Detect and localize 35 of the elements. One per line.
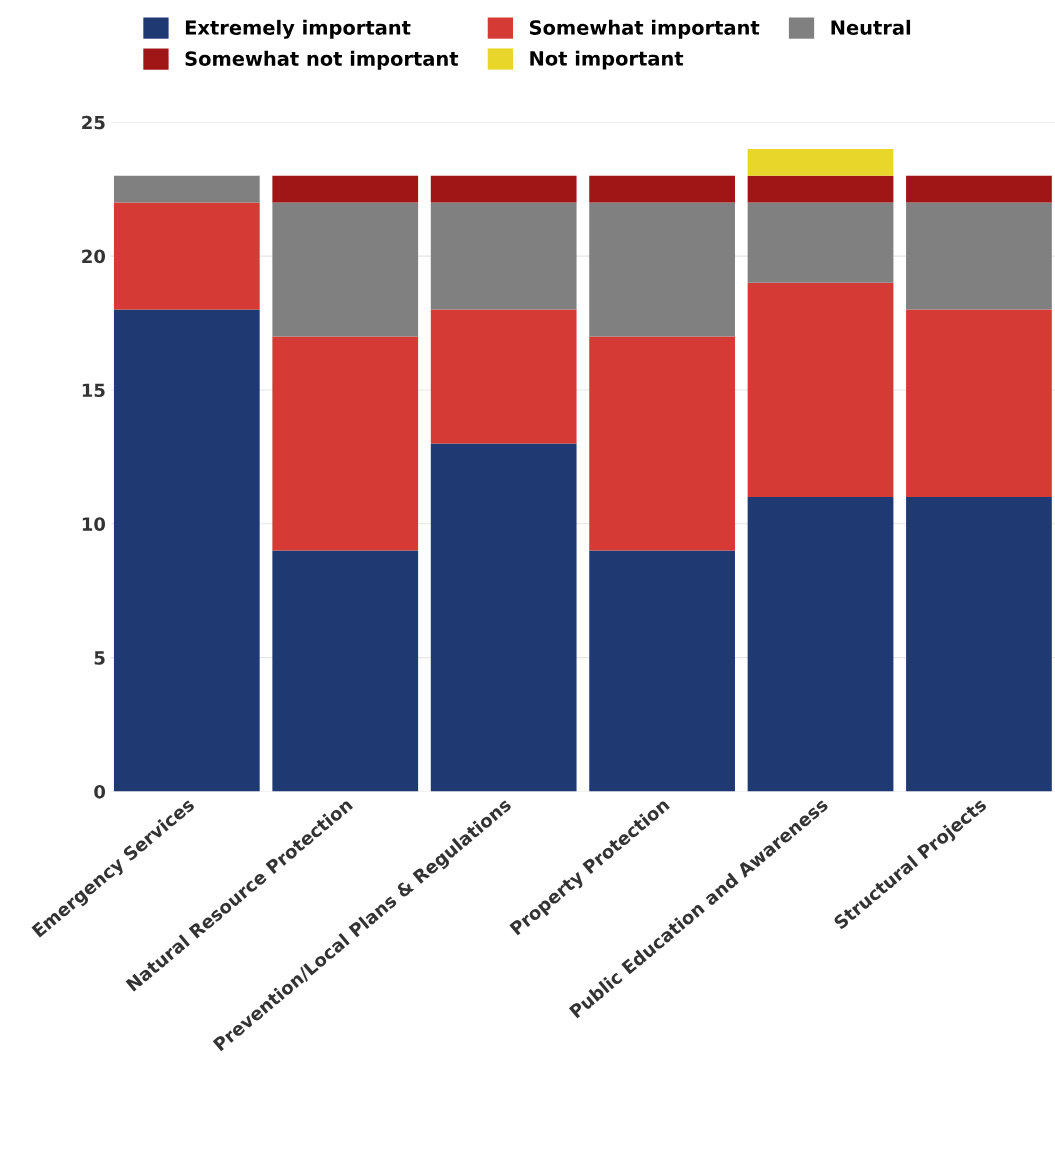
bar (272, 175, 419, 203)
bar (113, 202, 260, 310)
bar (589, 202, 735, 337)
legend-label: Neutral (831, 19, 911, 35)
bar (906, 175, 1052, 203)
bar (589, 175, 735, 203)
legend-label: Not important (530, 50, 684, 70)
bar (430, 175, 577, 203)
bar (747, 175, 894, 203)
legend-label: Somewhat not important (185, 50, 459, 70)
bar (747, 202, 894, 283)
bar (906, 497, 1052, 792)
bar (747, 282, 894, 498)
bar (589, 336, 735, 551)
bar (430, 443, 577, 792)
bar (272, 336, 419, 551)
y-tick-label: 0 (94, 784, 106, 799)
legend-label: Extremely important (185, 19, 411, 39)
bar (747, 497, 894, 792)
y-tick-label: 15 (82, 383, 105, 398)
legend-label: Somewhat important (529, 19, 760, 39)
bar (589, 550, 735, 792)
bar (906, 309, 1052, 498)
y-tick-label: 25 (82, 115, 105, 130)
bar (906, 202, 1052, 310)
bar (113, 309, 260, 792)
bar (272, 550, 419, 792)
y-tick-label: 5 (94, 651, 105, 665)
y-tick-label: 10 (82, 517, 106, 531)
bar (430, 202, 577, 310)
bar (113, 175, 260, 203)
bar (272, 202, 419, 337)
y-tick-label: 20 (82, 249, 106, 264)
bar (430, 309, 577, 444)
bar (747, 148, 894, 176)
